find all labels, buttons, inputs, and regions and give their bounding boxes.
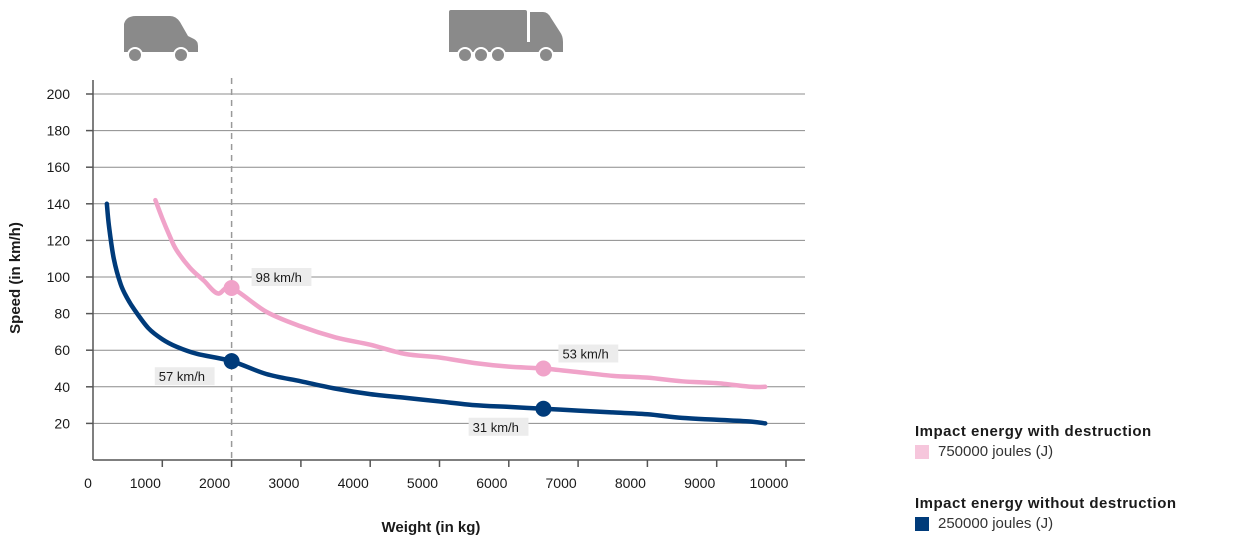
legend-entry-250000: 250000 joules (J) bbox=[915, 515, 1177, 532]
y-tick-label: 80 bbox=[54, 306, 70, 322]
data-point bbox=[223, 279, 240, 296]
legend-swatch-pink bbox=[915, 444, 929, 459]
y-axis-ticks: 20 40 60 80 100 120 140 160 180 200 bbox=[47, 86, 93, 431]
data-point bbox=[535, 360, 552, 377]
data-label: 53 km/h bbox=[562, 347, 608, 362]
x-tick-label: 10000 bbox=[750, 475, 789, 491]
legend-with-destruction: Impact energy with destruction 750000 jo… bbox=[915, 423, 1152, 460]
y-tick-label: 40 bbox=[54, 379, 70, 395]
y-axis-label: Speed (in km/h) bbox=[7, 222, 24, 334]
legend-title-with-destruction: Impact energy with destruction bbox=[915, 423, 1152, 440]
x-tick-label: 4000 bbox=[338, 475, 369, 491]
legend-title-without-destruction: Impact energy without destruction bbox=[915, 495, 1177, 512]
legend-label-750000: 750000 joules (J) bbox=[938, 443, 1054, 460]
data-label: 98 km/h bbox=[256, 270, 302, 285]
data-label: 57 km/h bbox=[159, 369, 205, 384]
legend-label-250000: 250000 joules (J) bbox=[938, 515, 1054, 532]
truck-icon bbox=[449, 10, 563, 63]
series-line bbox=[104, 201, 768, 426]
x-tick-label: 1000 bbox=[130, 475, 161, 491]
series-line bbox=[153, 197, 768, 390]
x-tick-label: 9000 bbox=[684, 475, 715, 491]
data-point bbox=[223, 353, 240, 370]
series-layer bbox=[104, 197, 768, 426]
van-icon bbox=[124, 16, 198, 63]
y-tick-label: 100 bbox=[47, 269, 71, 285]
x-tick-label: 7000 bbox=[546, 475, 577, 491]
y-tick-label: 180 bbox=[47, 123, 71, 139]
legend-swatch-navy bbox=[915, 516, 929, 531]
y-tick-label: 120 bbox=[47, 232, 71, 248]
x-tick-label: 8000 bbox=[615, 475, 646, 491]
x-tick-label: 2000 bbox=[199, 475, 230, 491]
x-tick-label: 0 bbox=[84, 475, 92, 491]
x-tick-label: 6000 bbox=[476, 475, 507, 491]
point-layer: 98 km/h 53 km/h 57 km/h 31 km/h bbox=[154, 267, 619, 436]
data-label-bg bbox=[251, 267, 312, 286]
x-axis-label: Weight (in kg) bbox=[382, 519, 481, 536]
data-label-bg bbox=[468, 417, 529, 436]
data-label: 31 km/h bbox=[473, 420, 519, 435]
x-axis-ticks: 0 1000 2000 3000 4000 5000 6000 7000 8000 9000 100… bbox=[84, 460, 789, 491]
data-label-bg bbox=[558, 344, 619, 363]
data-label-bg bbox=[154, 367, 215, 386]
x-tick-label: 5000 bbox=[407, 475, 438, 491]
y-tick-label: 200 bbox=[47, 86, 71, 102]
y-tick-label: 160 bbox=[47, 159, 71, 175]
legend-without-destruction: Impact energy without destruction 250000… bbox=[915, 495, 1177, 532]
data-point bbox=[535, 400, 552, 417]
y-tick-label: 20 bbox=[54, 415, 70, 431]
gridlines bbox=[93, 93, 805, 424]
y-tick-label: 140 bbox=[47, 196, 71, 212]
y-tick-label: 60 bbox=[54, 342, 70, 358]
x-tick-label: 3000 bbox=[268, 475, 299, 491]
legend-entry-750000: 750000 joules (J) bbox=[915, 443, 1152, 460]
